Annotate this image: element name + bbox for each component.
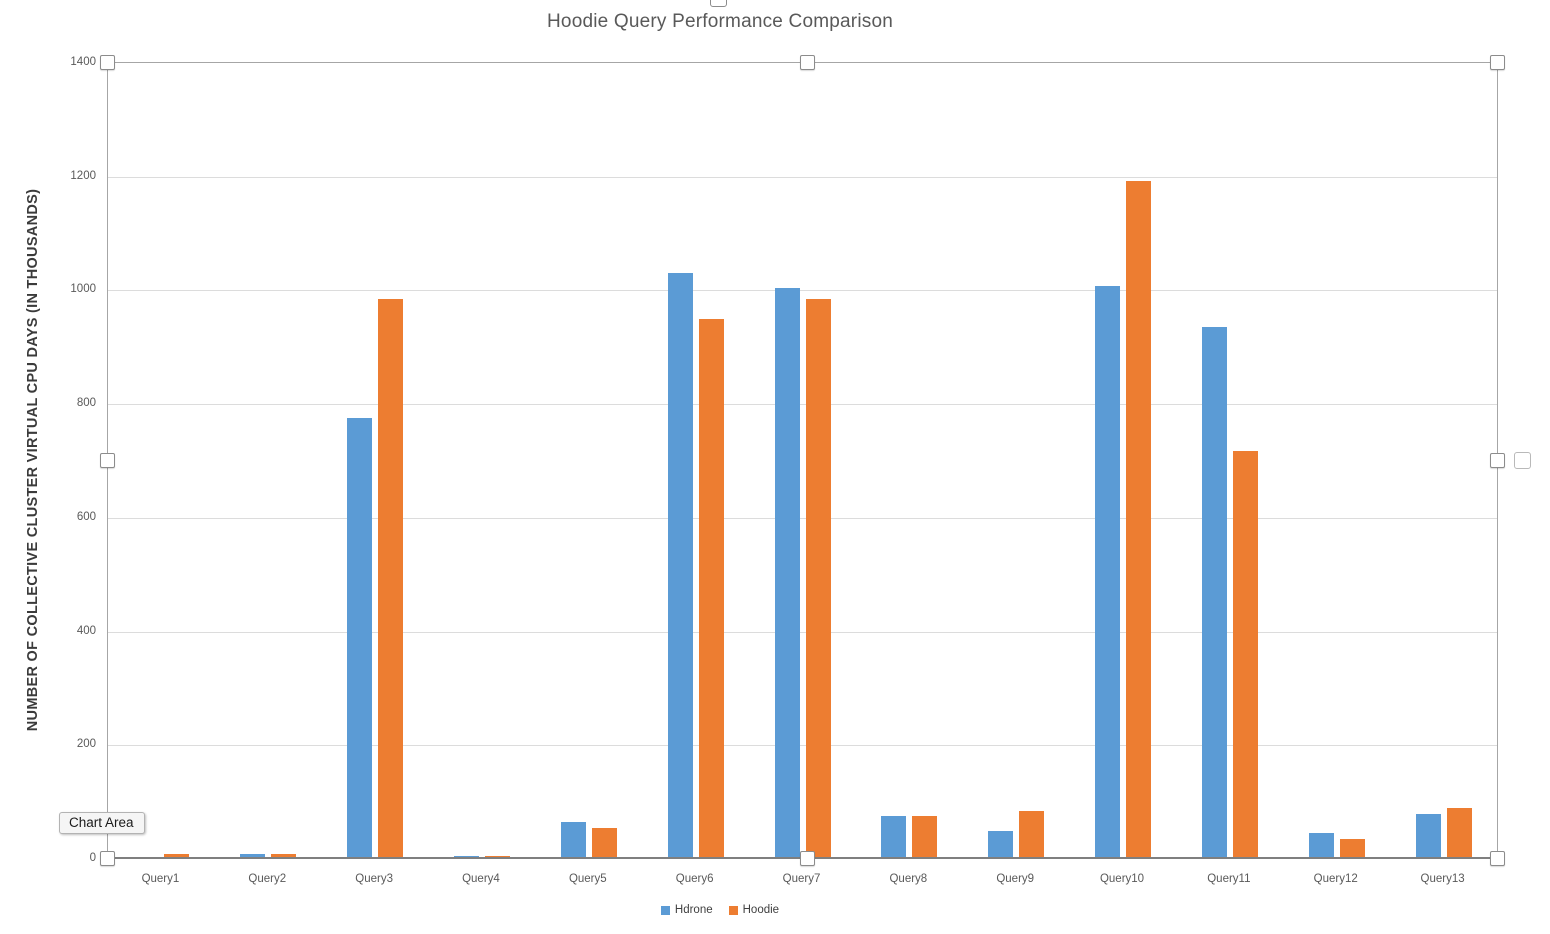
y-tick-label[interactable]: 200 <box>76 738 96 751</box>
selection-handle[interactable] <box>799 55 815 70</box>
y-tick-label[interactable]: 1000 <box>70 283 96 296</box>
plot-area[interactable] <box>107 62 1498 859</box>
gridline <box>108 176 1497 178</box>
bar-hoodie-query2[interactable] <box>271 854 297 859</box>
x-tick-label[interactable]: Query2 <box>248 873 287 885</box>
bar-hoodie-query9[interactable] <box>1019 810 1045 859</box>
x-tick-label[interactable]: Query11 <box>1207 873 1251 885</box>
legend[interactable]: Hdrone Hoodie <box>0 904 1440 916</box>
y-tick-label[interactable]: 0 <box>89 852 96 864</box>
chart-object-handle-top[interactable] <box>710 0 727 7</box>
gridline <box>108 404 1497 406</box>
bar-hdrone-query7[interactable] <box>774 287 800 859</box>
x-tick-label[interactable]: Query13 <box>1420 873 1465 885</box>
bar-hoodie-query6[interactable] <box>698 318 724 859</box>
bar-hoodie-query13[interactable] <box>1446 807 1472 859</box>
gridline <box>108 290 1497 292</box>
bar-hoodie-query7[interactable] <box>805 298 831 859</box>
y-tick-label[interactable]: 1200 <box>70 169 96 182</box>
x-tick-label[interactable]: Query12 <box>1313 873 1358 885</box>
y-axis-title[interactable]: NUMBER OF COLLECTIVE CLUSTER VIRTUAL CPU… <box>25 188 41 732</box>
selection-handle[interactable] <box>1490 851 1505 866</box>
bar-hoodie-query1[interactable] <box>164 854 190 859</box>
bar-hdrone-query11[interactable] <box>1201 327 1227 859</box>
legend-label-hdrone: Hdrone <box>674 904 713 916</box>
legend-item-hoodie[interactable]: Hoodie <box>728 904 780 916</box>
chart-title[interactable]: Hoodie Query Performance Comparison <box>547 11 893 32</box>
bar-hoodie-query11[interactable] <box>1232 450 1258 859</box>
bar-hdrone-query3[interactable] <box>347 418 373 859</box>
x-tick-label[interactable]: Query9 <box>996 873 1035 885</box>
y-tick-label[interactable]: 1400 <box>70 56 96 68</box>
gridline <box>108 517 1497 519</box>
selection-handle[interactable] <box>799 851 815 866</box>
legend-swatch-hoodie-icon <box>728 905 738 915</box>
bar-hdrone-query6[interactable] <box>667 273 693 859</box>
x-tick-label[interactable]: Query8 <box>889 873 928 885</box>
bar-hoodie-query12[interactable] <box>1339 839 1365 859</box>
x-tick-label[interactable]: Query6 <box>675 873 714 885</box>
bar-hoodie-query10[interactable] <box>1126 181 1152 859</box>
y-tick-label[interactable]: 400 <box>76 624 96 637</box>
bar-hdrone-query13[interactable] <box>1415 813 1441 859</box>
selection-handle[interactable] <box>1490 55 1505 70</box>
bar-hdrone-query10[interactable] <box>1095 285 1121 859</box>
bar-hdrone-query2[interactable] <box>240 854 266 859</box>
y-tick-label[interactable]: 600 <box>76 510 96 523</box>
x-tick-label[interactable]: Query7 <box>782 873 821 885</box>
selection-handle[interactable] <box>1490 453 1505 468</box>
x-tick-label[interactable]: Query4 <box>462 873 500 885</box>
legend-swatch-hdrone-icon <box>660 905 670 915</box>
selection-handle[interactable] <box>100 55 115 70</box>
bar-hdrone-query12[interactable] <box>1308 833 1334 859</box>
chart-object-handle-right[interactable] <box>1514 452 1531 469</box>
chart-area-tooltip: Chart Area <box>59 812 145 834</box>
x-tick-label[interactable]: Query10 <box>1099 873 1145 885</box>
bar-hdrone-query5[interactable] <box>560 822 586 859</box>
selection-handle[interactable] <box>100 851 115 866</box>
bar-hoodie-query5[interactable] <box>591 827 617 859</box>
bar-hdrone-query8[interactable] <box>881 816 907 859</box>
bar-hoodie-query3[interactable] <box>378 298 404 859</box>
bar-hdrone-query9[interactable] <box>988 830 1014 859</box>
legend-label-hoodie: Hoodie <box>742 904 780 916</box>
x-tick-label[interactable]: Query3 <box>355 873 393 885</box>
y-tick-label[interactable]: 800 <box>76 397 96 410</box>
gridline <box>108 745 1497 747</box>
x-tick-label[interactable]: Query1 <box>141 873 180 885</box>
gridline <box>108 631 1497 633</box>
legend-item-hdrone[interactable]: Hdrone <box>660 904 713 916</box>
x-tick-label[interactable]: Query5 <box>568 873 607 885</box>
bar-hoodie-query8[interactable] <box>912 816 938 859</box>
selection-handle[interactable] <box>100 453 115 468</box>
